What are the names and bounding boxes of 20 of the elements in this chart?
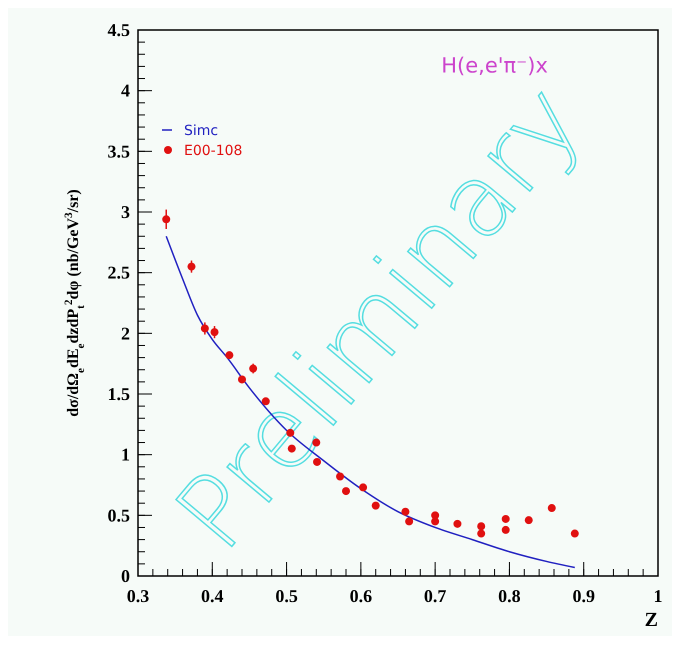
y-tick-label: 3.5 [108, 141, 130, 162]
x-tick-label: 1 [654, 586, 662, 606]
x-tick-label: 0.8 [498, 586, 521, 606]
x-tick-label: 0.9 [572, 586, 595, 606]
y-tick-label: 4 [121, 80, 130, 101]
annotation: H(e,e'π⁻)x [441, 53, 548, 78]
y-tick-label: 1 [121, 444, 130, 465]
x-axis-title: Z [644, 609, 658, 631]
y-tick-label: 0.5 [108, 505, 130, 526]
y-tick-label: 4.5 [108, 20, 130, 40]
y-tick-label: 3 [121, 202, 130, 222]
x-tick-label: 0.4 [201, 586, 224, 606]
x-tick-label: 0.3 [126, 586, 150, 606]
y-tick-label: 1.5 [108, 384, 130, 404]
y-tick-label: 2.5 [108, 262, 130, 283]
x-tick-label: 0.5 [275, 586, 298, 606]
y-tick-label: 0 [121, 566, 130, 586]
y-tick-label: 2 [121, 323, 130, 344]
x-tick-label: 0.7 [424, 586, 446, 606]
x-tick-label: 0.6 [350, 586, 372, 606]
